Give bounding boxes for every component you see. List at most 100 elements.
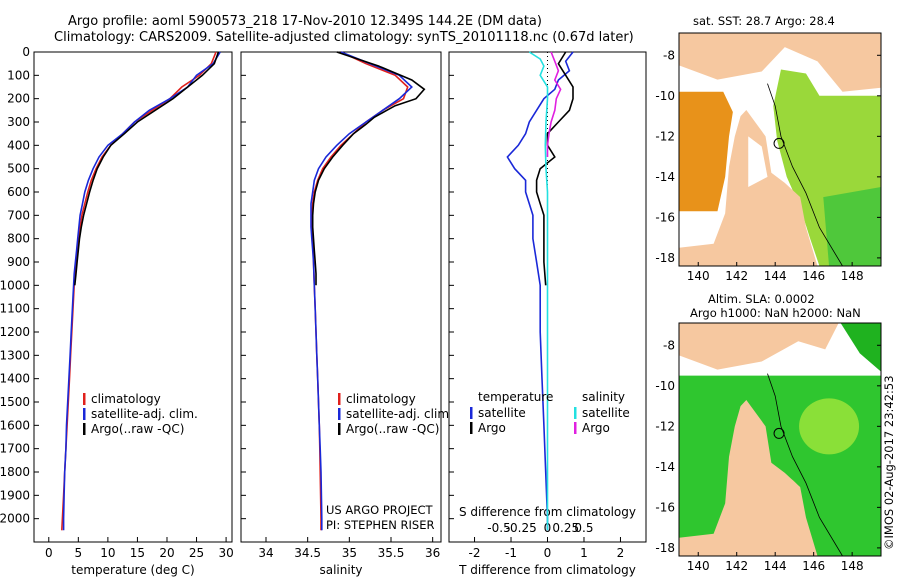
sla-field-ne: [840, 323, 881, 372]
x-axis-label: salinity: [319, 563, 362, 577]
legend-label: satellite-adj. clim.: [91, 407, 198, 421]
legend-swatch: [470, 407, 473, 419]
x-axis-label: T difference from climatology: [458, 563, 636, 577]
x-tick-label: 36: [425, 546, 440, 560]
y-tick-label: -18: [655, 251, 675, 265]
legend-swatch: [470, 422, 473, 434]
argo-position-marker: [773, 137, 785, 149]
y-tick-label: 100: [7, 68, 30, 82]
x-tick-label: 144: [764, 269, 787, 283]
legend-label: climatology: [346, 392, 416, 406]
x-tick-label: 2: [617, 546, 625, 560]
x-tick-label: 0: [45, 546, 53, 560]
x-tick-label: 20: [159, 546, 174, 560]
legend-group-title: temperature: [478, 390, 553, 404]
legend-swatch: [338, 393, 341, 405]
legend-label: climatology: [91, 392, 161, 406]
x-axis-label: temperature (deg C): [71, 563, 194, 577]
land-australia: [679, 399, 818, 556]
legend-label: satellite: [478, 406, 526, 420]
legend-swatch: [83, 408, 86, 420]
land-australia: [679, 109, 818, 266]
series-line-temperature-argo: [535, 51, 574, 286]
legend-swatch: [83, 393, 86, 405]
y-tick-label: -10: [655, 379, 675, 393]
y-tick-label: -8: [663, 48, 675, 62]
x-tick-label: 35.5: [378, 546, 405, 560]
legend-swatch: [574, 422, 577, 434]
y-tick-label: -12: [655, 129, 675, 143]
legend-label: Argo: [582, 421, 610, 435]
profile-panel-1: 34 34.5 35 35.5 36 salinity climatologysatelli…: [240, 51, 453, 577]
y-tick-label: 1500: [0, 395, 30, 409]
series-line-argo-raw-qc-: [311, 51, 426, 286]
y-tick-label: 1800: [0, 465, 30, 479]
y-tick-label: -16: [655, 210, 675, 224]
x2-tick-label: 0.5: [574, 521, 593, 535]
y-tick-label: -16: [655, 500, 675, 514]
x-tick-label: 146: [802, 269, 825, 283]
map-content: [679, 33, 881, 266]
map-panel-4: 140 142 144 146 148 -8 -10 -12 -14 -16 -18: [655, 322, 882, 573]
y-tick-label: -18: [655, 541, 675, 555]
x-tick-label: 34.5: [294, 546, 321, 560]
y-tick-label: 900: [7, 255, 30, 269]
profile-panel-0: 0 5 10 15 20 25 300100200300400500600700800900…: [0, 45, 234, 577]
y-tick-label: 1900: [0, 488, 30, 502]
y-tick-label: 1700: [0, 442, 30, 456]
contour-line: [767, 83, 843, 266]
map-frame: [678, 322, 882, 557]
y-tick-label: 1300: [0, 348, 30, 362]
sst-green-field: [823, 186, 881, 266]
y-tick-label: -12: [655, 419, 675, 433]
y-tick-label: 1200: [0, 325, 30, 339]
x2-tick-label: -0.25: [506, 521, 537, 535]
map-panel-3: 140 142 144 146 148 -8 -10 -12 -14 -16 -18: [655, 32, 882, 283]
map-frame: [678, 32, 882, 267]
x2-tick-label: -0.5: [487, 521, 510, 535]
x-tick-label: -2: [469, 546, 481, 560]
series-line-satellite-adj-clim-: [310, 51, 413, 531]
y-tick-label: 400: [7, 138, 30, 152]
x-tick-label: 146: [802, 559, 825, 573]
x-tick-label: 34: [258, 546, 273, 560]
x-tick-label: 140: [687, 559, 710, 573]
x-tick-label: 148: [841, 269, 864, 283]
y-tick-label: 1000: [0, 278, 30, 292]
legend-swatch: [83, 423, 86, 435]
y-tick-label: 600: [7, 185, 30, 199]
series-line-argo-raw-qc-: [74, 51, 220, 286]
x-tick-label: 142: [725, 269, 748, 283]
land-png: [679, 323, 839, 370]
panel-frame: [33, 51, 233, 543]
y-tick-label: 300: [7, 115, 30, 129]
legend-group-title: salinity: [582, 390, 625, 404]
sst-warm-field: [679, 91, 733, 212]
series-line-salinity-argo: [546, 51, 562, 157]
legend-swatch: [338, 423, 341, 435]
y-tick-label: 200: [7, 92, 30, 106]
x-tick-label: 15: [130, 546, 145, 560]
y-tick-label: 1100: [0, 302, 30, 316]
series-line-satellite-adj-clim-: [62, 51, 221, 531]
y-tick-label: 2000: [0, 512, 30, 526]
credit-line1: US ARGO PROJECT: [326, 503, 433, 517]
x-tick-label: 5: [75, 546, 83, 560]
legend-swatch: [574, 407, 577, 419]
map-content: [679, 323, 881, 556]
x-tick-label: 140: [687, 269, 710, 283]
x-tick-label: 148: [841, 559, 864, 573]
contour-line: [767, 373, 843, 556]
y-tick-label: 1600: [0, 418, 30, 432]
series-line-temperature-satellite: [506, 51, 574, 531]
land-png: [679, 33, 881, 92]
y-tick-label: 0: [22, 45, 30, 59]
y-tick-label: -8: [663, 338, 675, 352]
x-tick-label: 10: [100, 546, 115, 560]
sst-map-title: sat. SST: 28.7 Argo: 28.4: [693, 14, 835, 28]
figure-title-line1: Argo profile: aoml 5900573_218 17-Nov-20…: [68, 14, 542, 29]
sla-map-title: Altim. SLA: 0.0002: [708, 292, 815, 306]
legend-swatch: [338, 408, 341, 420]
legend-label: satellite: [582, 406, 630, 420]
